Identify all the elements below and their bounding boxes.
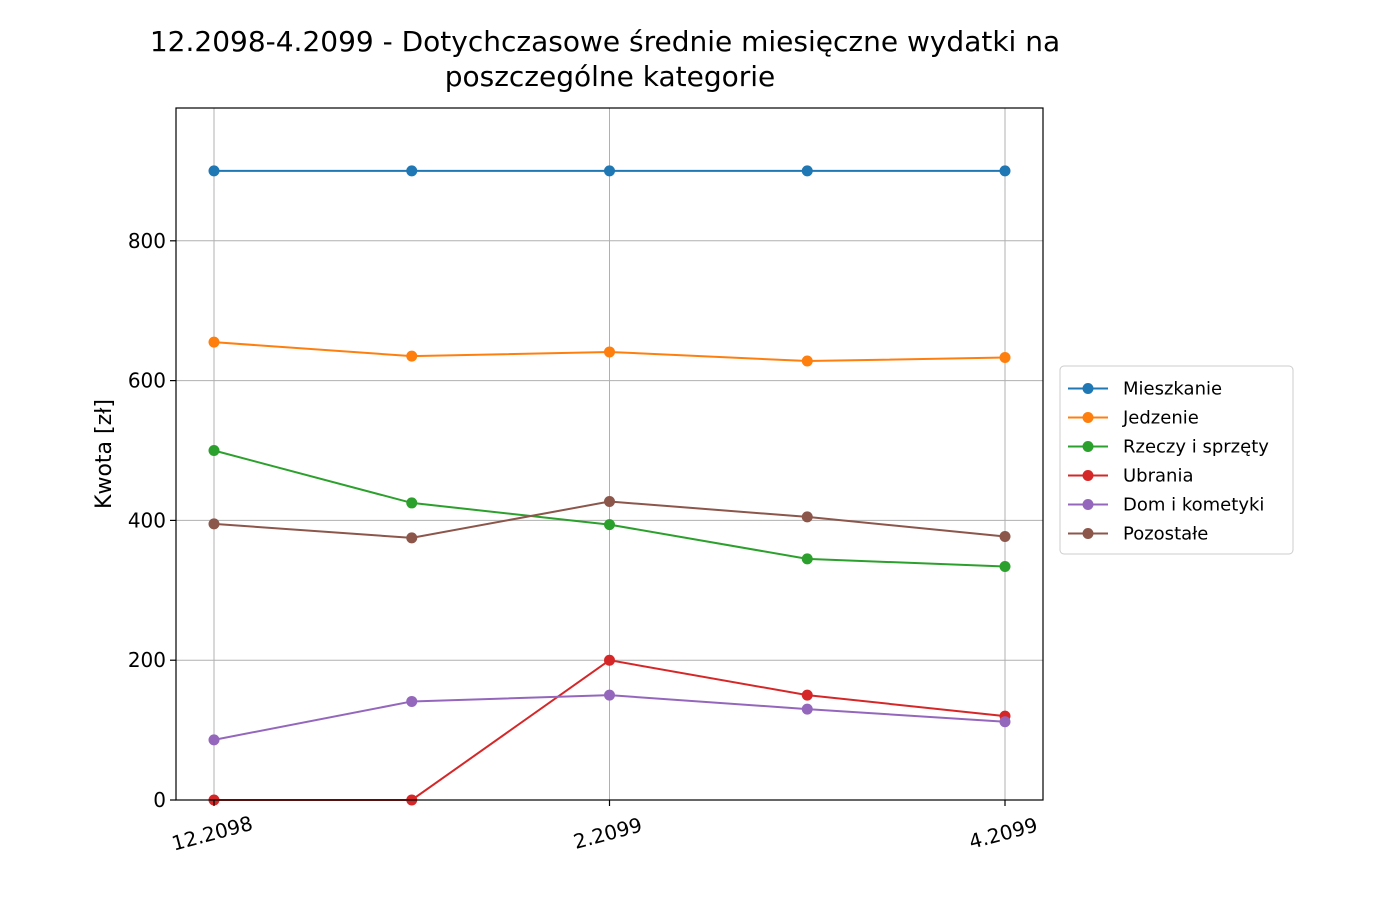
- data-point: [604, 165, 615, 177]
- chart-title: 12.2098-4.2099 - Dotychczasowe średnie m…: [150, 25, 1060, 93]
- y-axis-label: Kwota [zł]: [92, 399, 117, 509]
- legend-marker-swatch: [1082, 499, 1094, 510]
- data-point: [999, 530, 1011, 542]
- data-point: [208, 518, 220, 530]
- legend-marker-swatch: [1082, 528, 1094, 539]
- y-tick-label: 400: [128, 508, 166, 532]
- data-point: [406, 532, 418, 544]
- legend-entry-label: Jedzenie: [1122, 408, 1199, 429]
- data-point: [801, 703, 813, 715]
- y-tick-label: 600: [128, 369, 166, 393]
- data-point: [208, 734, 220, 746]
- legend-marker-swatch: [1082, 383, 1094, 394]
- data-point: [999, 561, 1011, 573]
- series-2: [208, 336, 1011, 367]
- data-point: [801, 165, 813, 177]
- series-5: [208, 689, 1011, 746]
- x-tick-label: 2.2099: [571, 813, 645, 854]
- x-tick-label: 12.2098: [169, 811, 255, 856]
- legend-marker-swatch: [1082, 470, 1094, 481]
- y-tick-label: 0: [153, 788, 166, 812]
- legend-entry-label: Pozostałe: [1123, 524, 1208, 545]
- series-3: [208, 445, 1011, 573]
- data-point: [999, 716, 1011, 728]
- data-point: [604, 689, 615, 701]
- legend-entry-label: Dom i kometyki: [1123, 495, 1264, 516]
- data-point: [604, 519, 615, 531]
- data-point: [208, 165, 220, 177]
- data-point: [801, 511, 813, 523]
- legend-marker-swatch: [1082, 412, 1094, 423]
- chart-title-line-2: poszczególne kategorie: [445, 60, 776, 93]
- legend-entry-label: Rzeczy i sprzęty: [1123, 437, 1269, 458]
- data-point: [208, 445, 220, 457]
- data-point: [406, 165, 418, 177]
- data-point: [604, 346, 615, 358]
- y-tick-label: 200: [128, 648, 166, 672]
- y-tick-label: 800: [128, 229, 166, 253]
- y-axis: 0 200 400 600 800: [128, 229, 176, 812]
- legend-box: [1059, 365, 1294, 555]
- data-point: [801, 689, 813, 701]
- series-1: [208, 165, 1011, 177]
- data-point: [406, 350, 418, 362]
- data-point: [999, 352, 1011, 364]
- legend-entry-label: Mieszkanie: [1123, 379, 1222, 400]
- legend-marker-swatch: [1082, 441, 1094, 452]
- data-point: [999, 165, 1011, 177]
- legend-entry-label: Ubrania: [1123, 466, 1193, 487]
- data-point: [801, 355, 813, 367]
- data-point: [406, 497, 418, 509]
- data-point: [208, 336, 220, 348]
- series-6: [208, 496, 1011, 544]
- x-axis: 12.2098 2.2099 4.2099: [169, 800, 1040, 856]
- chart-title-line-1: 12.2098-4.2099 - Dotychczasowe średnie m…: [150, 25, 1060, 58]
- x-tick-label: 4.2099: [966, 813, 1040, 854]
- data-point: [604, 654, 615, 666]
- data-point: [604, 496, 615, 508]
- data-point: [801, 553, 813, 565]
- data-point: [406, 695, 418, 707]
- legend: Mieszkanie Jedzenie Rzeczy i sprzęty Ubrani…: [1059, 365, 1294, 555]
